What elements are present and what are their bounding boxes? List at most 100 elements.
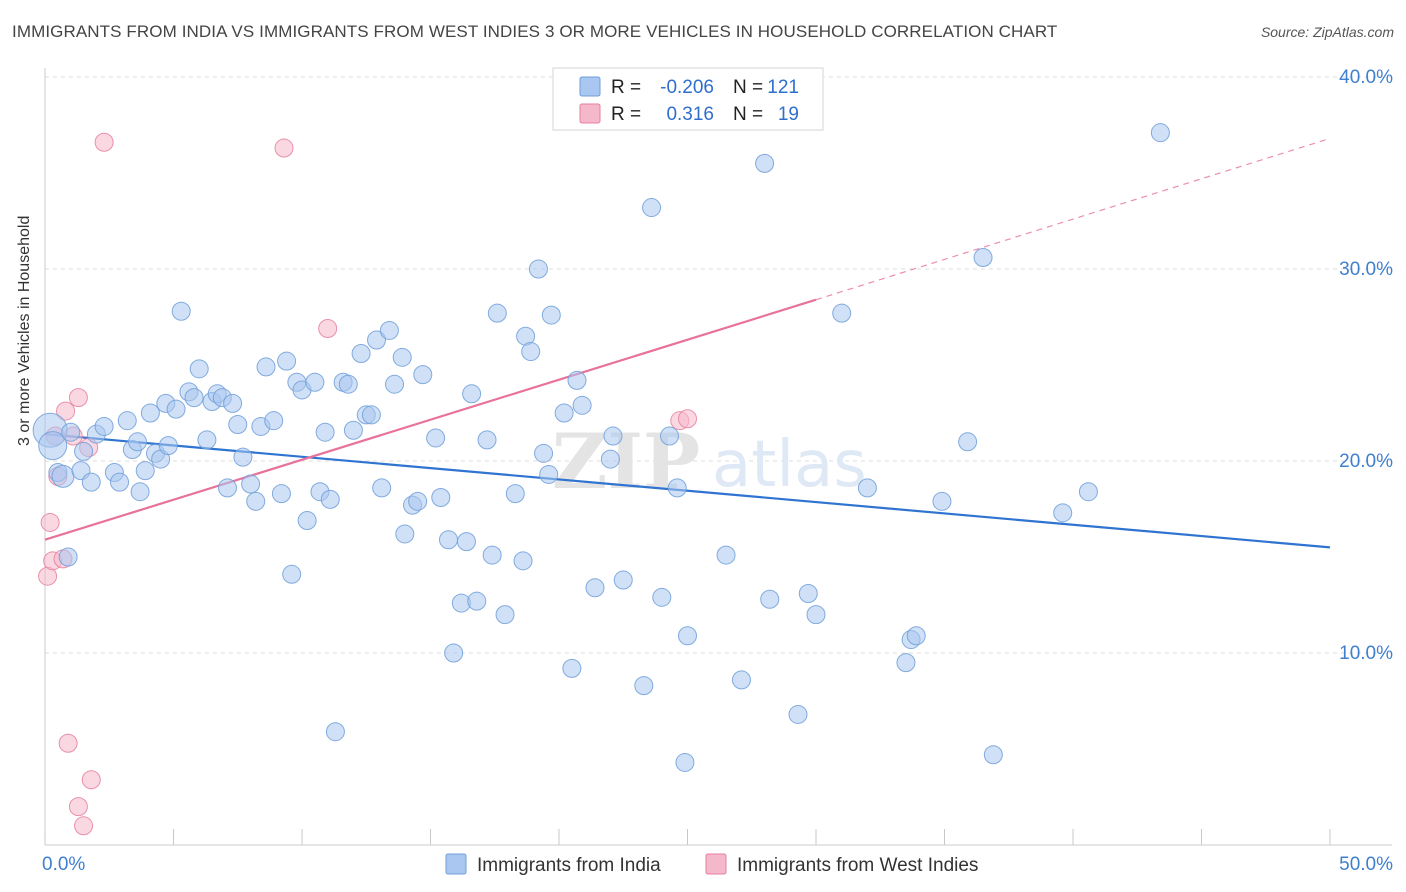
point-india xyxy=(361,405,381,425)
point-india xyxy=(246,491,266,511)
n-value: 19 xyxy=(778,104,799,125)
point-india xyxy=(438,530,458,550)
point-india xyxy=(678,626,697,646)
point-india xyxy=(395,524,415,544)
x-tick-label: 0.0% xyxy=(42,854,85,875)
point-india xyxy=(228,415,248,435)
point-india xyxy=(171,301,191,321)
point-west-indies xyxy=(678,409,697,429)
point-india xyxy=(896,653,916,673)
point-west-indies xyxy=(94,132,114,152)
point-india xyxy=(1053,503,1073,523)
gridlines xyxy=(45,76,1392,654)
y-tick-label: 40.0% xyxy=(1339,67,1393,88)
point-india xyxy=(223,393,243,413)
point-india xyxy=(456,532,476,552)
point-india xyxy=(277,351,297,371)
point-india xyxy=(1078,482,1098,502)
point-west-indies xyxy=(68,388,88,408)
trend-line-india xyxy=(44,433,1331,549)
point-india xyxy=(603,426,623,446)
tick-labels: 10.0% 20.0% 30.0% 40.0% 0.0% 50.0% xyxy=(42,67,1393,875)
point-india xyxy=(264,411,284,431)
trend-extension-west-indies xyxy=(815,137,1331,301)
trend-lines xyxy=(44,137,1331,549)
point-india xyxy=(806,605,826,625)
point-india xyxy=(58,547,78,567)
point-india xyxy=(351,343,371,363)
n-value: 121 xyxy=(767,77,799,98)
legend-swatch-west-indies xyxy=(705,853,727,875)
point-india xyxy=(372,478,392,498)
point-india xyxy=(51,464,75,488)
point-india xyxy=(413,365,433,385)
point-india xyxy=(477,430,497,450)
point-west-indies xyxy=(40,512,60,532)
point-west-indies xyxy=(74,816,94,836)
y-tick-label: 10.0% xyxy=(1339,643,1393,664)
point-india xyxy=(958,432,978,452)
point-west-indies xyxy=(318,319,338,339)
point-india xyxy=(541,305,561,325)
point-india xyxy=(667,478,687,498)
point-india xyxy=(642,198,662,218)
point-india xyxy=(467,591,487,611)
point-india xyxy=(431,487,451,507)
point-india xyxy=(760,589,780,609)
point-india xyxy=(379,320,399,340)
point-india xyxy=(110,472,130,492)
point-india xyxy=(166,399,186,419)
stats-swatch xyxy=(579,103,601,124)
point-india xyxy=(38,431,68,461)
point-india xyxy=(562,658,582,678)
legend-label-west-indies: Immigrants from West Indies xyxy=(737,855,978,876)
point-india xyxy=(271,484,291,504)
point-india xyxy=(585,578,605,598)
point-india xyxy=(487,303,507,323)
point-india xyxy=(462,384,482,404)
point-india xyxy=(534,443,554,463)
watermark-atlas: atlas xyxy=(712,428,867,502)
point-india xyxy=(184,388,204,408)
n-label: N = xyxy=(733,104,763,125)
point-india xyxy=(140,403,160,423)
source-note: Source: ZipAtlas.com xyxy=(1260,24,1394,40)
point-india xyxy=(241,474,261,494)
r-value: 0.316 xyxy=(666,104,714,125)
point-india xyxy=(495,605,515,625)
point-india xyxy=(325,722,345,742)
point-india xyxy=(539,464,559,484)
series-legend: Immigrants from India Immigrants from Wes… xyxy=(445,853,978,876)
point-india xyxy=(305,372,325,392)
point-india xyxy=(755,153,775,173)
trend-line-west-indies xyxy=(44,298,817,541)
point-india xyxy=(973,247,993,267)
point-india xyxy=(426,428,446,448)
point-india xyxy=(338,374,358,394)
point-india xyxy=(117,411,137,431)
point-west-indies xyxy=(68,797,88,817)
point-india xyxy=(197,430,217,450)
point-india xyxy=(158,436,178,456)
stats-legend: R = -0.206 N = 121 R = 0.316 N = 19 xyxy=(552,67,824,131)
point-india xyxy=(731,670,751,690)
point-india xyxy=(675,752,695,772)
point-india xyxy=(128,432,148,452)
point-india xyxy=(600,449,620,469)
point-india xyxy=(832,303,852,323)
legend-swatch-india xyxy=(445,853,467,875)
point-india xyxy=(343,420,363,440)
point-india xyxy=(282,564,302,584)
point-india xyxy=(320,489,340,509)
point-india xyxy=(716,545,736,565)
point-india xyxy=(367,330,387,350)
n-label: N = xyxy=(733,77,763,98)
point-india xyxy=(74,441,94,461)
point-india xyxy=(94,416,114,436)
point-west-indies xyxy=(81,770,101,790)
stats-swatch xyxy=(579,76,601,97)
point-india xyxy=(528,259,548,279)
point-india xyxy=(61,422,81,442)
point-india xyxy=(906,626,926,646)
